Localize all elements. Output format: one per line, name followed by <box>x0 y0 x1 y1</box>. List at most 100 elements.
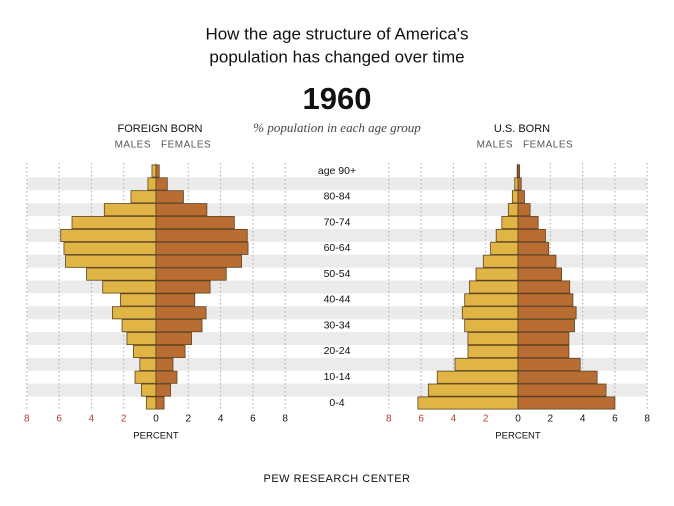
bar <box>464 319 519 333</box>
bar <box>514 177 519 191</box>
bar <box>517 228 546 242</box>
x-tick-label: 8 <box>386 414 392 425</box>
legend-label: FEMALES <box>523 140 573 151</box>
x-tick-label: 2 <box>548 414 554 425</box>
bar <box>517 177 522 191</box>
age-label: 0-4 <box>329 397 344 409</box>
age-label: 20-24 <box>324 345 351 357</box>
subtitle: % population in each age group <box>253 120 421 135</box>
bar <box>461 306 519 320</box>
bar <box>155 216 235 230</box>
bar <box>155 177 168 191</box>
bar <box>517 190 525 204</box>
bar <box>467 332 519 346</box>
x-axis-label: PERCENT <box>495 431 541 442</box>
bar <box>155 306 207 320</box>
bar <box>103 203 157 217</box>
x-tick-label: 2 <box>483 414 489 425</box>
bar <box>155 383 171 397</box>
x-tick-label: 6 <box>418 414 424 425</box>
bar <box>132 344 157 358</box>
x-tick-label: 8 <box>644 414 650 425</box>
x-tick-label: 8 <box>24 414 30 425</box>
x-tick-label: 4 <box>451 414 457 425</box>
bar <box>517 357 581 371</box>
bar <box>155 396 165 410</box>
bar <box>139 357 157 371</box>
x-tick-label: 8 <box>282 414 288 425</box>
bar <box>130 190 157 204</box>
bar <box>155 280 211 294</box>
age-label: age 90+ <box>318 165 356 177</box>
bar <box>517 332 570 346</box>
bar <box>517 396 616 410</box>
bar <box>86 267 157 281</box>
bar <box>475 267 519 281</box>
bar <box>155 319 203 333</box>
bar <box>517 241 550 255</box>
x-tick-label: 2 <box>121 414 127 425</box>
x-axis-label: PERCENT <box>133 431 179 442</box>
bar <box>155 332 192 346</box>
x-tick-label: 6 <box>250 414 256 425</box>
bar <box>155 357 174 371</box>
bar <box>155 190 184 204</box>
bar <box>436 370 519 384</box>
bar <box>155 164 160 178</box>
bar <box>517 254 557 268</box>
bar <box>155 203 208 217</box>
bar <box>126 332 157 346</box>
bar <box>141 383 157 397</box>
bar <box>501 216 519 230</box>
bar <box>511 190 519 204</box>
age-label: 70-74 <box>324 216 351 228</box>
age-label: 80-84 <box>324 191 351 203</box>
bar <box>151 164 157 178</box>
x-tick-label: 4 <box>218 414 224 425</box>
bar <box>155 293 196 307</box>
source: PEW RESEARCH CENTER <box>263 473 410 485</box>
bar <box>517 319 575 333</box>
bar <box>155 228 248 242</box>
bar <box>517 164 521 178</box>
bar <box>111 306 157 320</box>
bar <box>467 344 519 358</box>
bar <box>147 177 157 191</box>
age-label: 30-34 <box>324 319 351 331</box>
bar <box>517 216 539 230</box>
row-stripe <box>27 177 647 191</box>
x-tick-label: 6 <box>56 414 62 425</box>
x-tick-label: 0 <box>153 414 159 425</box>
bar <box>65 254 157 268</box>
bar <box>417 396 519 410</box>
bar <box>517 203 531 217</box>
bar <box>155 344 186 358</box>
age-label: 40-44 <box>324 294 351 306</box>
bar <box>490 241 519 255</box>
bar <box>71 216 157 230</box>
legend-label: MALES <box>115 140 151 151</box>
bar <box>60 228 157 242</box>
age-label: 60-64 <box>324 242 351 254</box>
bar <box>63 241 157 255</box>
bar <box>507 203 519 217</box>
legend-label: FEMALES <box>161 140 211 151</box>
bar <box>427 383 519 397</box>
age-label: 10-14 <box>324 371 351 383</box>
bar <box>155 370 178 384</box>
bar <box>517 344 570 358</box>
bar <box>469 280 519 294</box>
bar <box>517 383 607 397</box>
legend-label: MALES <box>477 140 513 151</box>
bar <box>495 228 519 242</box>
bar <box>482 254 519 268</box>
bar <box>517 306 577 320</box>
bar <box>155 241 249 255</box>
bar <box>155 267 227 281</box>
bar <box>464 293 519 307</box>
title-line: population has changed over time <box>209 47 464 66</box>
bar <box>517 370 598 384</box>
bar <box>134 370 157 384</box>
bar <box>155 254 242 268</box>
